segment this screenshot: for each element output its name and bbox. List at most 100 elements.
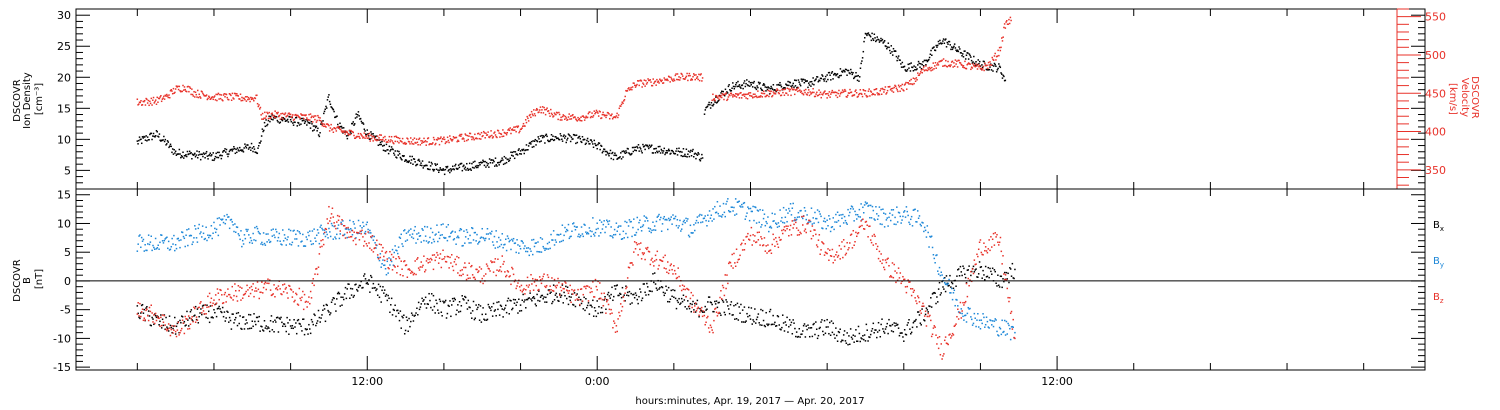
bx-series-point <box>175 325 178 328</box>
density-series-0-point <box>163 140 166 143</box>
velocity-series-2-point <box>561 119 563 121</box>
bx-series-point <box>1001 286 1003 289</box>
velocity-series-2-point <box>191 88 193 90</box>
bz-series-point <box>345 227 348 229</box>
velocity-series-2-point <box>276 112 279 115</box>
density-series-0-point <box>191 157 193 160</box>
bx-series-point <box>917 311 920 313</box>
bx-series-point <box>525 298 528 301</box>
density-axis-title-line1: DSCOVR <box>12 79 23 122</box>
bx-series-point <box>251 320 254 322</box>
bx-series-point <box>356 290 359 292</box>
bz-series-point <box>569 284 571 287</box>
velocity-series-2-point <box>171 90 173 92</box>
bx-series-point <box>327 309 329 312</box>
velocity-series-3-point <box>886 92 888 94</box>
density-series-1-point <box>812 77 814 79</box>
bz-series-point <box>256 281 259 283</box>
density-series-0-point <box>410 159 413 161</box>
by-series-point <box>689 224 692 227</box>
density-series-0-point <box>309 127 312 129</box>
by-series-point <box>838 214 841 217</box>
density-series-1-point <box>752 82 755 84</box>
bz-series-point <box>332 216 335 218</box>
velocity-series-3-point <box>861 93 863 95</box>
density-series-1-point <box>933 46 935 48</box>
velocity-series-2-point <box>308 113 310 116</box>
velocity-series-2-point <box>331 129 333 131</box>
density-series-0-point <box>509 157 511 160</box>
density-series-0-point <box>317 134 320 136</box>
by-series-point <box>866 202 868 204</box>
bz-series-point <box>376 239 378 242</box>
bx-series-point <box>349 287 352 290</box>
by-series-point <box>582 235 585 238</box>
bx-series-point <box>956 275 958 277</box>
bx-series-point <box>230 328 233 330</box>
bx-series-point <box>205 316 207 319</box>
by-series-point <box>496 241 498 243</box>
velocity-series-2-point <box>263 117 265 119</box>
density-series-1-point <box>741 84 744 86</box>
velocity-series-2-point <box>491 134 493 137</box>
by-series-point <box>684 221 686 224</box>
by-series-point <box>873 218 875 220</box>
by-series-point <box>922 222 924 224</box>
bz-series-point <box>143 317 146 319</box>
bx-series-point <box>755 318 758 321</box>
by-series-point <box>339 233 342 235</box>
by-series-point <box>145 249 147 252</box>
bx-series-point <box>598 305 600 308</box>
bz-series-point <box>576 298 578 300</box>
velocity-series-2-point <box>670 78 673 80</box>
bx-series-point <box>319 321 321 323</box>
by-series-point <box>159 241 161 244</box>
bx-series-point <box>915 318 917 321</box>
bx-series-point <box>534 303 537 305</box>
bx-series-point <box>866 329 868 331</box>
bz-series-point <box>337 219 340 222</box>
by-series-point <box>523 247 525 250</box>
velocity-series-2-point <box>661 79 663 81</box>
velocity-series-3-point <box>978 65 981 67</box>
velocity-series-2-point <box>434 143 436 146</box>
density-series-0-point <box>356 116 358 118</box>
velocity-series-3-point <box>942 58 945 60</box>
bx-series-point <box>519 304 522 306</box>
velocity-series-3-point <box>861 95 864 98</box>
by-series-point <box>979 327 982 330</box>
density-series-1-point <box>927 59 929 62</box>
bz-series-point <box>341 219 343 221</box>
bx-series-point <box>437 309 439 311</box>
density-series-0-point <box>631 146 634 149</box>
bx-series-point <box>388 297 390 300</box>
by-series-point <box>993 320 996 322</box>
density-series-1-point <box>855 71 857 74</box>
bx-series-point <box>309 332 312 335</box>
by-series-point <box>613 228 616 231</box>
velocity-series-3-point <box>931 66 933 69</box>
bz-series-point <box>214 294 217 296</box>
bx-series-point <box>395 315 397 318</box>
bz-series-point <box>388 267 390 270</box>
velocity-series-2-point <box>177 88 180 91</box>
by-series-point <box>716 200 719 203</box>
velocity-series-3-point <box>990 64 993 66</box>
bx-series-point <box>451 304 453 306</box>
bx-series-point <box>527 297 530 300</box>
density-series-1-point <box>907 63 909 66</box>
bx-series-point <box>786 316 788 319</box>
bx-series-point <box>848 335 850 337</box>
bz-series-point <box>503 260 505 263</box>
density-series-1-point <box>821 75 824 77</box>
bz-series-point <box>211 304 213 307</box>
velocity-series-2-point <box>303 118 305 120</box>
density-series-0-point <box>700 157 702 160</box>
bx-series-point <box>613 285 616 287</box>
velocity-series-3-point <box>841 89 844 91</box>
bz-series-point <box>572 290 575 292</box>
bz-series-point <box>268 282 270 285</box>
bz-series-point <box>137 302 139 304</box>
